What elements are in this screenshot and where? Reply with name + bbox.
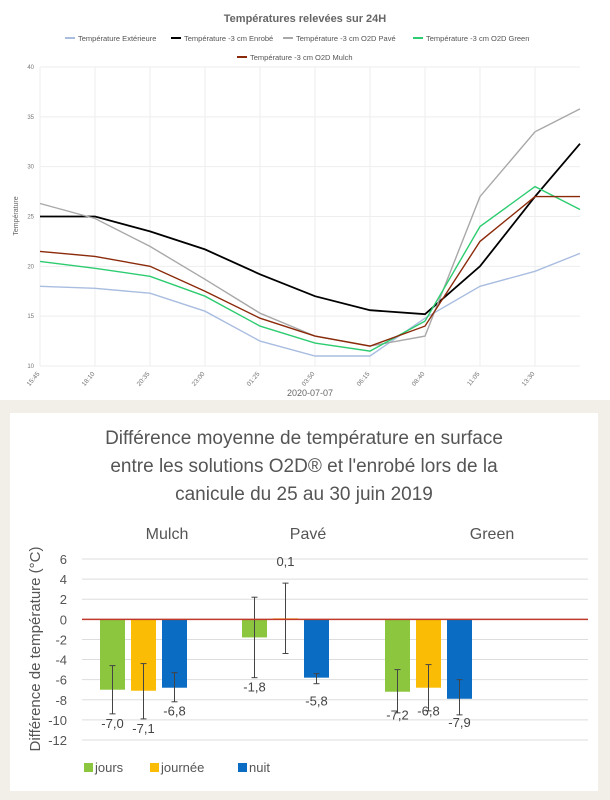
- x-tick-label: 15:45: [26, 371, 42, 388]
- chart-title-line: Différence moyenne de température en sur…: [105, 428, 503, 449]
- category-label: Green: [470, 526, 514, 543]
- y-tick-label: 15: [27, 314, 34, 320]
- series-line-4: [39, 195, 580, 347]
- data-label: -7,9: [448, 715, 470, 730]
- x-tick-label: 18:10: [81, 371, 97, 388]
- x-tick-label: 06:15: [356, 371, 372, 388]
- bar-chart-panel: Différence moyenne de température en sur…: [10, 413, 598, 791]
- data-label: -7,2: [386, 708, 408, 723]
- chart-title-line: entre les solutions O2D® et l'enrobé lor…: [110, 456, 498, 477]
- y-tick-label: -2: [55, 632, 67, 647]
- y-tick-label: -8: [55, 693, 67, 708]
- legend-swatch: [84, 763, 93, 772]
- y-tick-label: 20: [27, 264, 34, 270]
- category-label: Pavé: [290, 526, 327, 543]
- category-label: Mulch: [146, 526, 189, 543]
- y-tick-label: -10: [48, 713, 67, 728]
- data-label: -7,0: [101, 716, 123, 731]
- y-tick-label: -4: [55, 653, 67, 668]
- legend-label: jours: [94, 760, 124, 775]
- bar-nuit-Pavé: [304, 619, 329, 678]
- y-axis-label: Température: [13, 196, 20, 235]
- legend-label: journée: [160, 760, 204, 775]
- legend-label: Température -3 cm O2D Green: [426, 34, 529, 43]
- y-tick-label: 2: [60, 592, 67, 607]
- y-axis-label: Différence de température (°C): [27, 547, 44, 752]
- x-tick-label: 11:05: [466, 371, 482, 388]
- series-line-2: [39, 108, 581, 347]
- legend-label: Température -3 cm O2D Pavé: [296, 34, 396, 43]
- chart-title-line: canicule du 25 au 30 juin 2019: [175, 484, 433, 505]
- series-line-0: [39, 252, 581, 357]
- y-tick-label: 35: [27, 115, 34, 121]
- x-tick-label: 23:00: [191, 371, 207, 388]
- x-tick-label: 08:40: [411, 371, 427, 388]
- x-tick-label: 20:35: [136, 371, 152, 388]
- x-tick-label: 03:50: [301, 371, 317, 388]
- y-tick-label: 6: [60, 552, 67, 567]
- y-tick-label: 30: [27, 165, 34, 171]
- y-tick-label: 25: [27, 215, 34, 221]
- data-label: 0,1: [276, 554, 294, 569]
- x-axis-label: 2020-07-07: [287, 388, 333, 398]
- data-label: -7,1: [132, 721, 154, 736]
- legend-swatch: [238, 763, 247, 772]
- bar-chart: Différence moyenne de température en sur…: [27, 428, 588, 775]
- data-label: -5,8: [305, 694, 327, 709]
- x-tick-label: 13:30: [521, 371, 537, 388]
- y-tick-label: 4: [60, 572, 67, 587]
- data-label: -6,8: [163, 704, 185, 719]
- legend-label: Température -3 cm Enrobé: [184, 34, 273, 43]
- legend-label: Température -3 cm O2D Mulch: [250, 53, 353, 62]
- line-chart-panel: Températures relevées sur 24H Température…: [0, 0, 610, 400]
- y-tick-label: 10: [27, 364, 34, 370]
- data-label: -1,8: [243, 680, 265, 695]
- chart-title: Températures relevées sur 24H: [224, 13, 386, 25]
- legend-label: Température Extérieure: [78, 34, 156, 43]
- legend-swatch: [150, 763, 159, 772]
- legend-label: nuit: [249, 760, 270, 775]
- y-tick-label: 40: [27, 65, 34, 71]
- x-tick-label: 01:25: [246, 371, 262, 388]
- series-line-3: [39, 185, 581, 352]
- y-tick-label: -6: [55, 673, 67, 688]
- y-tick-label: 0: [60, 612, 67, 627]
- data-label: -6,8: [417, 704, 439, 719]
- line-chart: Températures relevées sur 24H Température…: [13, 13, 581, 398]
- series-line-1: [40, 143, 581, 316]
- y-tick-label: -12: [48, 733, 67, 748]
